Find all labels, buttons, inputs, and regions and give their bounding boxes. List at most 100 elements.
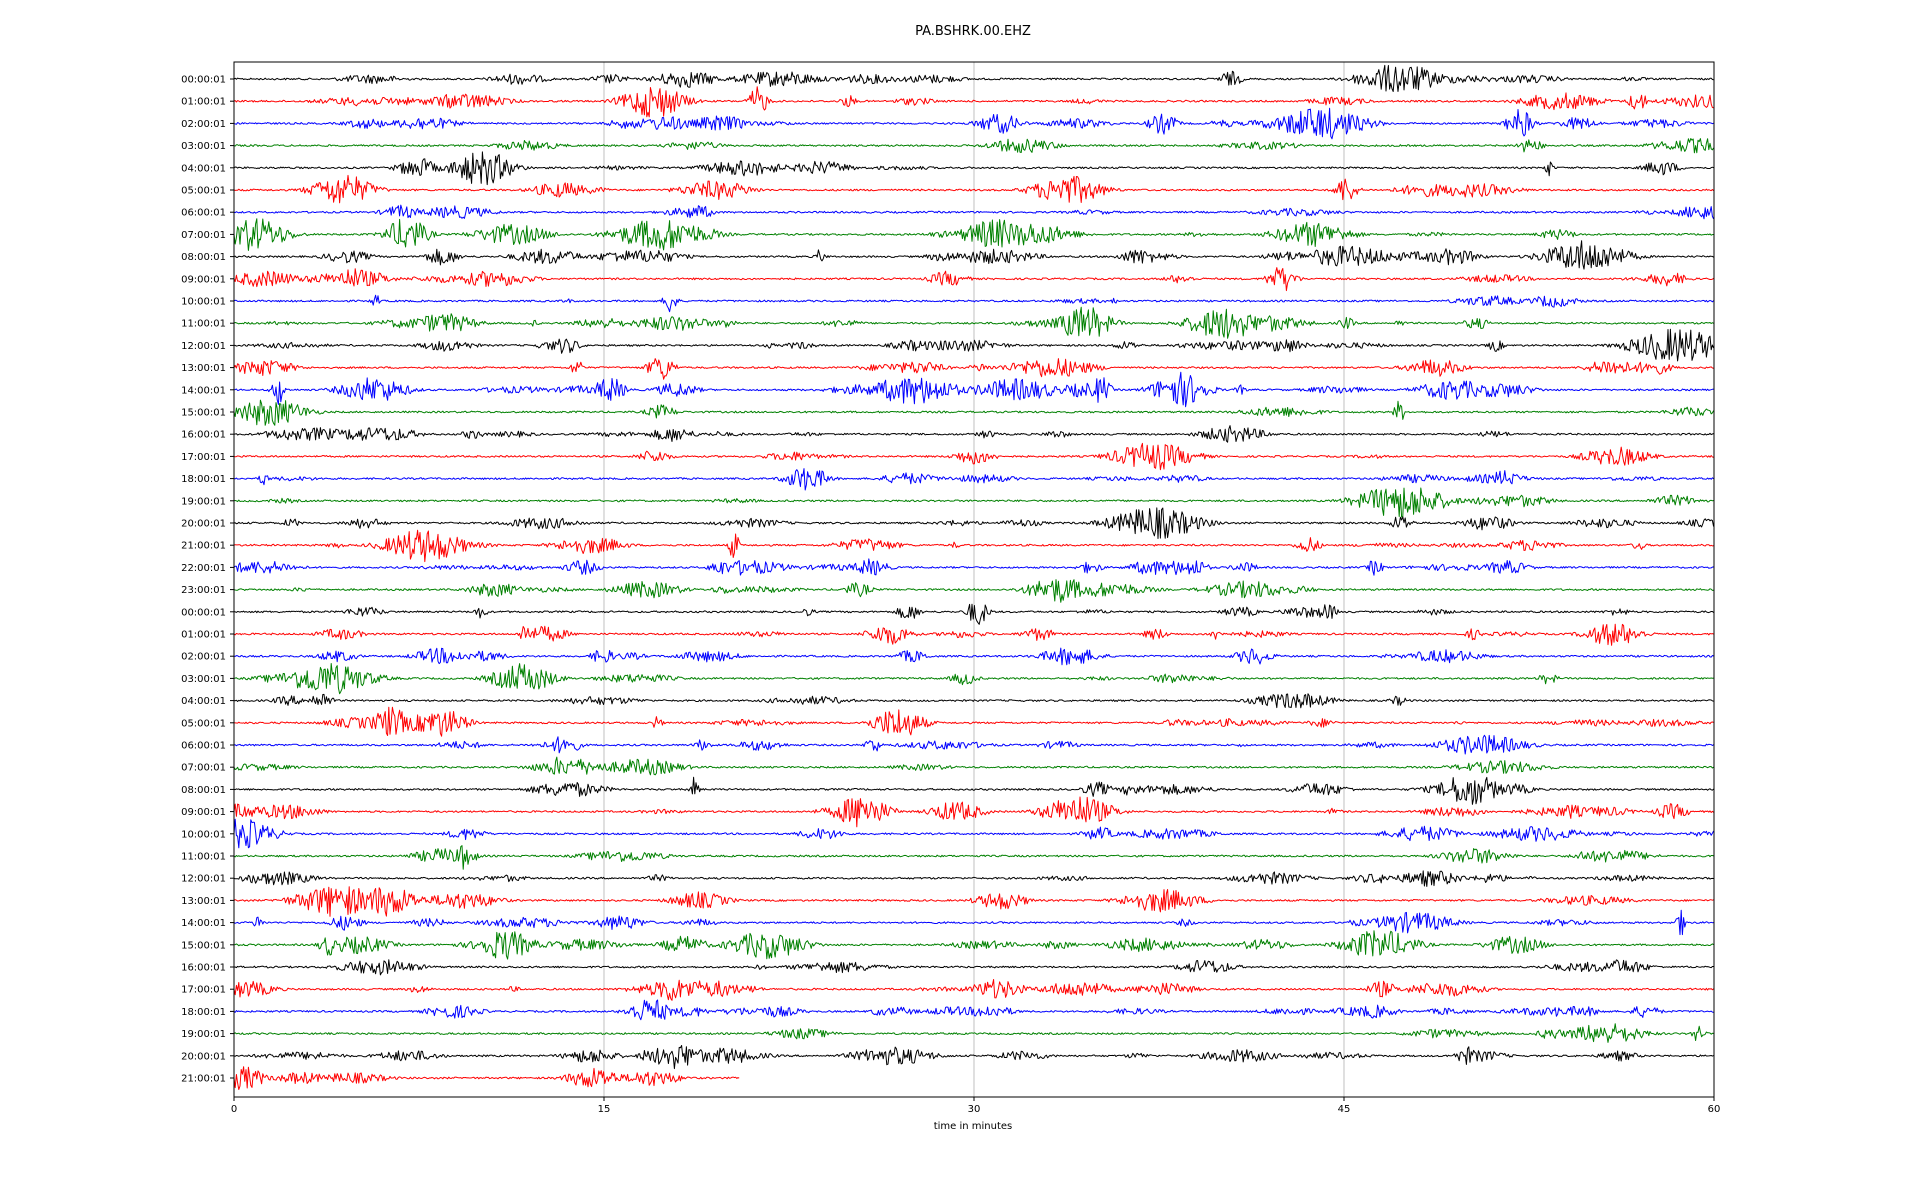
y-tick-label: 18:00:01 [181, 474, 226, 485]
seismic-trace [233, 909, 1714, 936]
y-tick-label: 09:00:01 [181, 274, 226, 285]
seismic-trace [233, 663, 1714, 695]
y-tick-label: 02:00:01 [181, 119, 226, 130]
seismic-trace [233, 1066, 740, 1090]
seismic-trace [233, 371, 1714, 408]
seismic-trace [233, 442, 1714, 471]
seismic-trace [233, 979, 1714, 1001]
y-tick-label: 14:00:01 [181, 918, 226, 929]
seismic-trace [233, 647, 1714, 666]
seismic-trace [233, 623, 1714, 646]
y-tick-label: 10:00:01 [181, 297, 226, 308]
y-tick-label: 03:00:01 [181, 674, 226, 685]
seismic-traces [233, 64, 1715, 1090]
y-tick-label: 21:00:01 [181, 541, 226, 552]
seismic-trace [233, 358, 1714, 380]
y-tick-label: 07:00:01 [181, 230, 226, 241]
y-tick-label: 05:00:01 [181, 718, 226, 729]
y-axis-ticks: 00:00:01 01:00:01 02:00:01 03:00:01 04:00:01… [181, 75, 234, 1085]
seismic-trace [233, 399, 1715, 426]
seismic-trace [233, 507, 1715, 539]
seismic-trace [233, 706, 1714, 737]
y-tick-label: 01:00:01 [181, 97, 226, 108]
y-tick-label: 21:00:01 [181, 1074, 226, 1085]
y-tick-label: 12:00:01 [181, 874, 226, 885]
seismic-trace [233, 240, 1714, 270]
seismic-trace [233, 776, 1714, 805]
x-axis-ticks: 0 15 30 45 60 [231, 1097, 1721, 1115]
y-tick-label: 22:00:01 [181, 563, 226, 574]
seismic-trace [233, 558, 1714, 576]
y-tick-label: 06:00:01 [181, 208, 226, 219]
seismic-trace [233, 796, 1714, 828]
seismic-trace [233, 579, 1714, 603]
seismic-trace [233, 930, 1714, 960]
seismic-trace [234, 603, 1714, 625]
y-tick-label: 08:00:01 [181, 785, 226, 796]
y-tick-label: 23:00:01 [181, 585, 226, 596]
seismic-trace [233, 306, 1714, 339]
seismic-trace [233, 529, 1714, 563]
seismic-trace [233, 267, 1714, 292]
x-tick-label: 45 [1338, 1104, 1351, 1115]
y-tick-label: 20:00:01 [181, 1051, 226, 1062]
y-tick-label: 03:00:01 [181, 141, 226, 152]
y-tick-label: 17:00:01 [181, 985, 226, 996]
seismic-trace [233, 174, 1714, 204]
seismic-trace [233, 693, 1714, 709]
seismic-trace [233, 756, 1714, 776]
seismic-trace [233, 1045, 1714, 1070]
y-tick-label: 01:00:01 [181, 630, 226, 641]
seismic-trace [233, 64, 1714, 92]
x-tick-label: 60 [1708, 1104, 1721, 1115]
y-tick-label: 06:00:01 [181, 741, 226, 752]
seismic-trace [233, 468, 1714, 491]
x-tick-label: 0 [231, 1104, 237, 1115]
seismic-trace [233, 107, 1714, 140]
y-tick-label: 13:00:01 [181, 896, 226, 907]
seismic-trace [233, 734, 1714, 755]
y-tick-label: 15:00:01 [181, 940, 226, 951]
y-tick-label: 17:00:01 [181, 452, 226, 463]
y-tick-label: 12:00:01 [181, 341, 226, 352]
seismic-trace [233, 86, 1714, 118]
y-tick-label: 20:00:01 [181, 519, 226, 530]
seismic-trace [233, 218, 1714, 251]
y-tick-label: 04:00:01 [181, 696, 226, 707]
chart-title: PA.BSHRK.00.EHZ [915, 24, 1031, 39]
y-tick-label: 19:00:01 [181, 1029, 226, 1040]
y-tick-label: 00:00:01 [181, 75, 226, 86]
y-tick-label: 09:00:01 [181, 807, 226, 818]
y-tick-label: 10:00:01 [181, 829, 226, 840]
y-tick-label: 07:00:01 [181, 763, 226, 774]
seismic-trace [233, 204, 1715, 220]
seismic-trace [233, 870, 1714, 887]
y-tick-label: 19:00:01 [181, 496, 226, 507]
seismic-trace [233, 151, 1714, 186]
y-tick-label: 02:00:01 [181, 652, 226, 663]
y-tick-label: 00:00:01 [181, 607, 226, 618]
seismic-trace [233, 886, 1714, 917]
seismic-trace [234, 959, 1714, 976]
y-tick-label: 11:00:01 [181, 319, 226, 330]
y-tick-label: 16:00:01 [181, 963, 226, 974]
y-tick-label: 14:00:01 [181, 385, 226, 396]
seismic-trace [234, 328, 1715, 362]
seismic-trace [233, 999, 1714, 1021]
seismic-trace [233, 487, 1714, 518]
y-tick-label: 05:00:01 [181, 186, 226, 197]
seismic-trace [233, 818, 1715, 849]
grid-lines [603, 62, 1345, 1097]
seismic-trace [233, 138, 1715, 154]
x-tick-label: 30 [968, 1104, 981, 1115]
seismic-trace [233, 294, 1714, 313]
seismic-trace [233, 845, 1714, 870]
y-tick-label: 11:00:01 [181, 852, 226, 863]
y-tick-label: 16:00:01 [181, 430, 226, 441]
y-tick-label: 18:00:01 [181, 1007, 226, 1018]
y-tick-label: 13:00:01 [181, 363, 226, 374]
seismic-trace [233, 1023, 1714, 1043]
y-tick-label: 15:00:01 [181, 408, 226, 419]
y-tick-label: 04:00:01 [181, 163, 226, 174]
